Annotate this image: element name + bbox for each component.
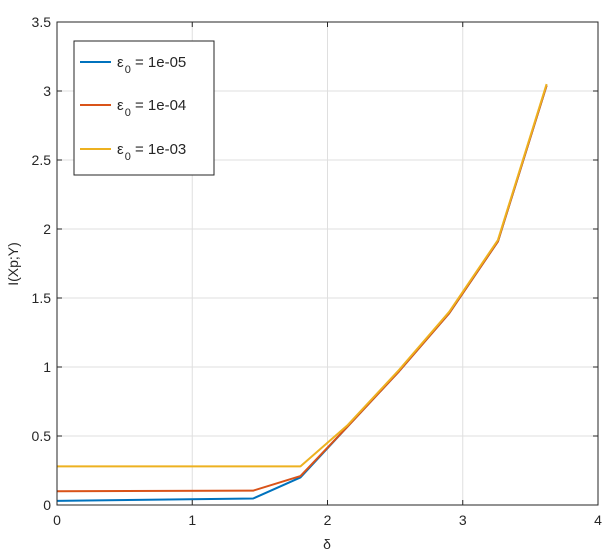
legend-entry-symbol: ε: [117, 141, 124, 158]
y-axis-label: I(Xp;Y): [5, 242, 21, 286]
legend-entry-symbol: ε: [117, 97, 124, 114]
x-tick-label: 1: [188, 512, 196, 528]
y-tick-label: 1.5: [32, 290, 52, 306]
y-tick-label: 2.5: [32, 152, 52, 168]
y-tick-label: 2: [43, 221, 51, 237]
axes: [56, 21, 599, 506]
legend-entry-value: = 1e-04: [131, 97, 186, 114]
y-tick-label: 0.5: [32, 428, 52, 444]
x-tick-label: 3: [459, 512, 467, 528]
legend-entry-subscript: 0: [125, 107, 131, 119]
data-series: [56, 83, 548, 502]
axes-box: [56, 21, 599, 506]
legend-entry-symbol: ε: [117, 54, 124, 71]
tick-labels: 0 1 2 3 4 0 0.5 1 1.5 2 2.5 3 3.5: [32, 14, 603, 528]
x-tick-label: 0: [53, 512, 61, 528]
grid-lines: [56, 21, 599, 506]
x-tick-label: 2: [324, 512, 332, 528]
legend-entry-1: ε0 = 1e-04: [117, 97, 186, 119]
legend-box: [73, 40, 215, 176]
y-tick-label: 3.5: [32, 14, 52, 30]
legend-entry-2: ε0 = 1e-03: [117, 141, 186, 163]
series-line-2: [57, 83, 548, 468]
legend-entry-subscript: 0: [125, 64, 131, 76]
legend-entry-value: = 1e-05: [131, 54, 186, 71]
y-tick-label: 0: [43, 497, 51, 513]
x-axis-label: δ: [323, 536, 331, 552]
y-tick-label: 3: [43, 83, 51, 99]
legend-entry-value: = 1e-03: [131, 141, 186, 158]
legend-entry-0: ε0 = 1e-05: [117, 54, 186, 76]
legend-entry-subscript: 0: [125, 151, 131, 163]
y-tick-label: 1: [43, 359, 51, 375]
x-tick-label: 4: [594, 512, 602, 528]
